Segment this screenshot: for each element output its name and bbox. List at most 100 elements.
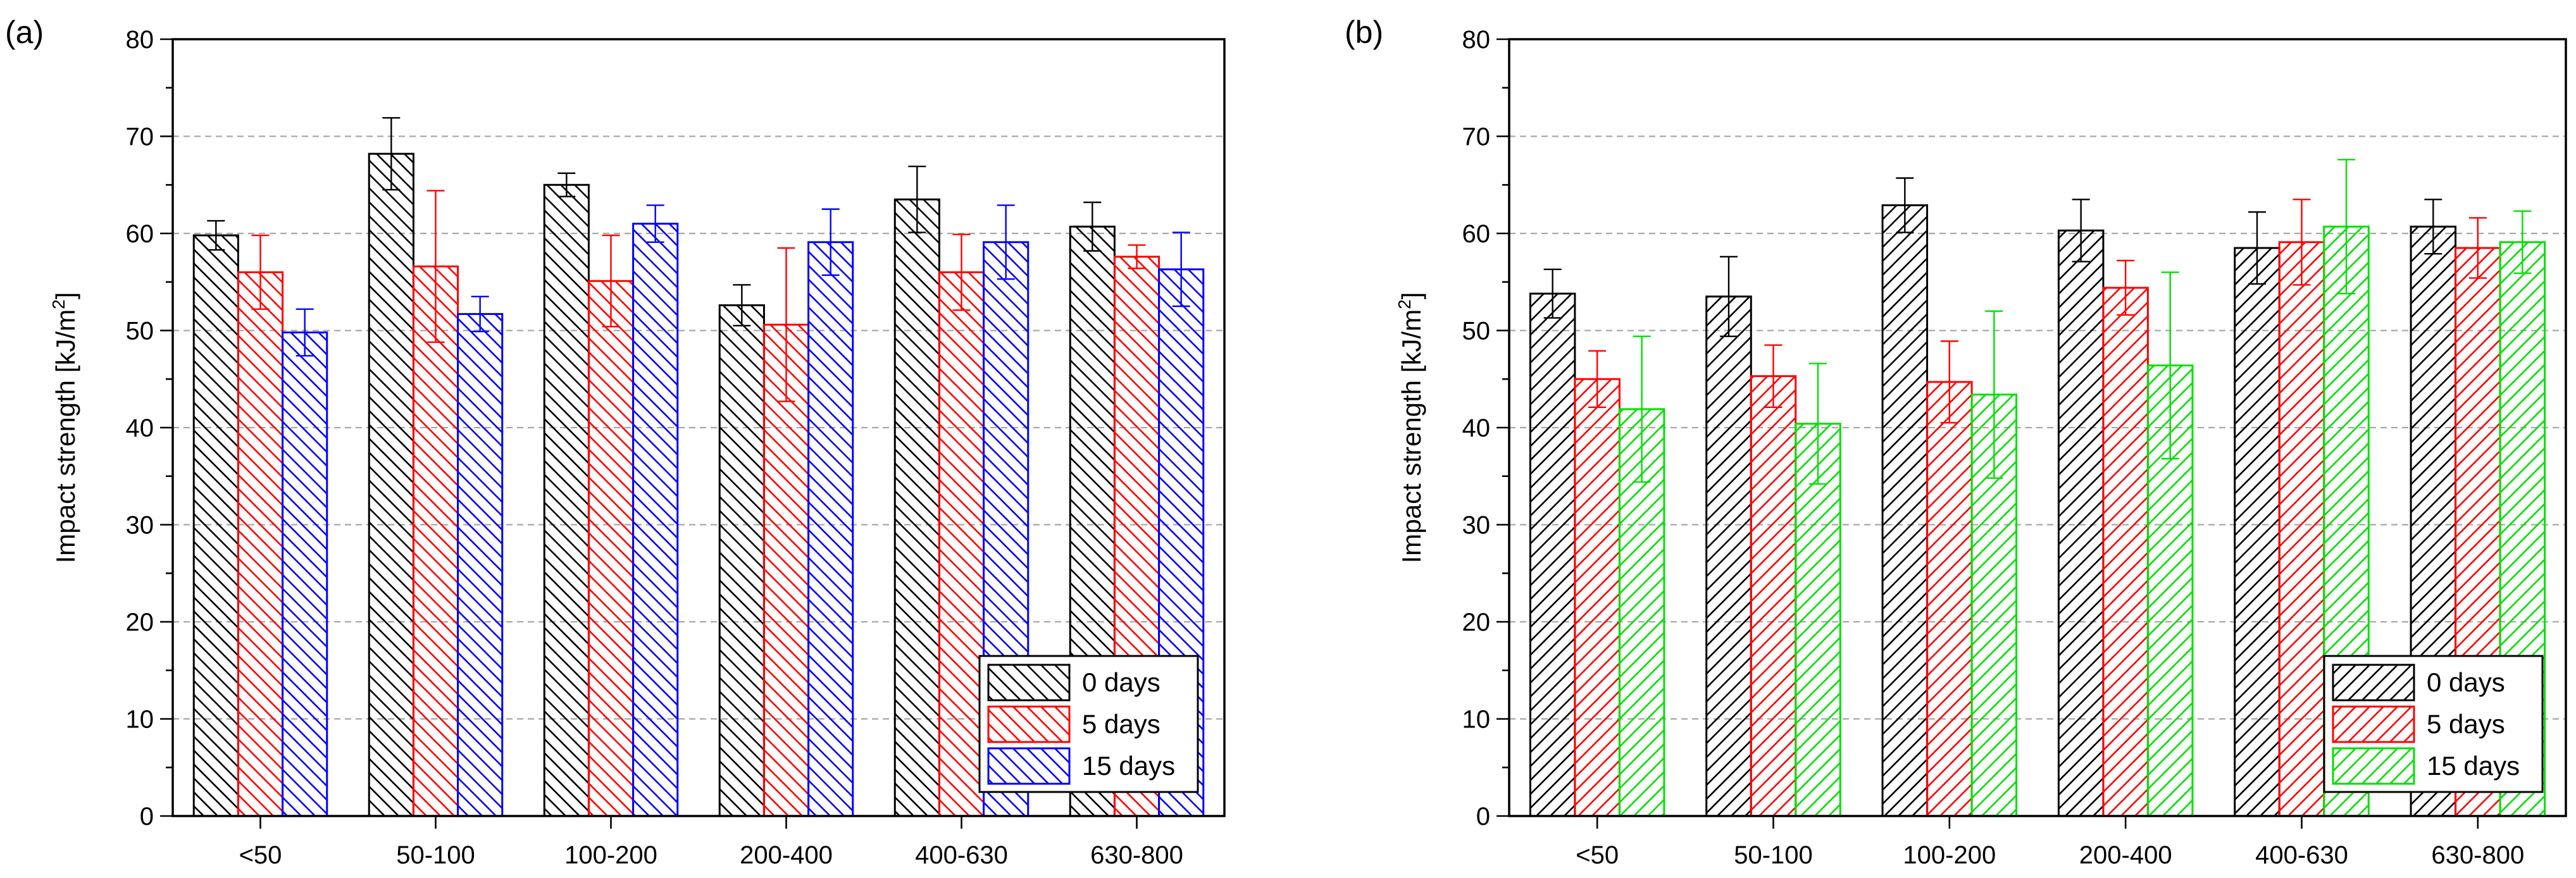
y-tick-label: 30 bbox=[1462, 512, 1491, 540]
error-bar-100-200-0-days bbox=[557, 172, 576, 197]
y-axis-title-close: ] bbox=[1397, 292, 1426, 300]
bar-400-630-0-days bbox=[893, 198, 940, 817]
legend-label-5-days: 5 days bbox=[2427, 709, 2505, 739]
bar-50-100-15-days bbox=[457, 312, 504, 817]
y-tick-label: 0 bbox=[1476, 803, 1490, 831]
bar-50-100-0-days bbox=[1705, 295, 1752, 817]
bar-400-630-0-days bbox=[2234, 247, 2280, 817]
x-tick-label-50-100: 50-100 bbox=[396, 841, 475, 869]
legend-label-0-days: 0 days bbox=[2427, 667, 2505, 697]
error-bar-630-800-0-days bbox=[1083, 201, 1102, 252]
bar-100-200-5-days bbox=[1926, 381, 1973, 817]
legend-swatch-0-days bbox=[987, 664, 1071, 702]
y-tick-label: 40 bbox=[1462, 414, 1491, 442]
x-tick-label-200-400: 200-400 bbox=[2079, 841, 2172, 869]
y-tick-label: 30 bbox=[126, 512, 154, 540]
bar-100-200-15-days bbox=[632, 223, 679, 817]
error-bar-50-100-15-days bbox=[1809, 362, 1827, 485]
error-bar-200-400-15-days bbox=[821, 208, 840, 276]
legend-label-15-days: 15 days bbox=[2427, 751, 2520, 781]
error-bar-400-630-5-days bbox=[2293, 199, 2311, 286]
error-bar-400-630-5-days bbox=[952, 233, 971, 311]
error-bar-100-200-5-days bbox=[602, 234, 620, 328]
legend-label-0-days: 0 days bbox=[1082, 667, 1160, 697]
error-bar-50-100-5-days bbox=[1764, 344, 1783, 408]
y-tick-label: 40 bbox=[126, 414, 154, 442]
bar-100-200-5-days bbox=[587, 280, 635, 817]
error-bar-100-200-15-days bbox=[1985, 310, 2003, 479]
x-tick-label-50-100: 50-100 bbox=[1734, 841, 1813, 869]
error-bar-630-800-5-days bbox=[1128, 244, 1146, 269]
legend-swatch-15-days bbox=[987, 747, 1071, 785]
legend-swatch-5-days bbox=[987, 705, 1071, 743]
y-axis-title-main: Impact strength [kJ/m bbox=[1397, 309, 1426, 563]
y-tick-label: 50 bbox=[1462, 318, 1491, 345]
error-bar-100-200-0-days bbox=[1896, 177, 1914, 233]
bar-50-5-days bbox=[237, 271, 284, 817]
y-tick-label: 80 bbox=[126, 26, 154, 54]
error-bar-50-5-days bbox=[1588, 350, 1607, 408]
y-axis-title: Impact strength [kJ/m2] bbox=[49, 292, 80, 564]
bar-400-630-5-days bbox=[2278, 241, 2325, 817]
y-tick-label: 50 bbox=[126, 318, 154, 345]
error-bar-50-0-days bbox=[1543, 268, 1562, 319]
bar-200-400-0-days bbox=[718, 304, 765, 817]
bar-50-100-5-days bbox=[412, 265, 459, 817]
error-bar-630-800-0-days bbox=[2424, 199, 2442, 255]
error-bar-200-400-15-days bbox=[2161, 271, 2179, 460]
y-axis-title-close: ] bbox=[51, 292, 80, 300]
panel-label-a: (a) bbox=[5, 15, 44, 50]
error-bar-200-400-0-days bbox=[2072, 199, 2090, 263]
chart-panel-a: 0 10 20 30 40 50 60 70 80 <50 50-100 100-200 200-400… bbox=[5, 15, 1226, 869]
y-tick-label: 70 bbox=[1462, 123, 1491, 151]
error-bar-200-400-5-days bbox=[2117, 259, 2135, 316]
x-tick-label-630-800: 630-800 bbox=[1090, 841, 1183, 869]
error-bar-400-630-0-days bbox=[908, 165, 926, 233]
error-bar-100-200-15-days bbox=[646, 204, 664, 244]
y-tick-label: 20 bbox=[1462, 609, 1491, 636]
bar-50-0-days bbox=[192, 234, 239, 817]
bar-50-100-0-days bbox=[368, 152, 414, 817]
y-tick-label: 80 bbox=[1462, 26, 1491, 54]
x-tick-label-200-400: 200-400 bbox=[740, 841, 833, 869]
bar-100-200-0-days bbox=[1881, 204, 1929, 817]
x-tick-label-630-800: 630-800 bbox=[2431, 841, 2524, 869]
error-bar-50-100-0-days bbox=[1719, 256, 1738, 337]
error-bar-630-800-15-days bbox=[1172, 232, 1190, 307]
bar-50-0-days bbox=[1529, 292, 1576, 817]
bar-200-400-0-days bbox=[2057, 229, 2105, 817]
bar-200-400-5-days bbox=[2102, 287, 2149, 817]
y-tick-label: 60 bbox=[1462, 220, 1491, 248]
panel-label-b: (b) bbox=[1345, 15, 1383, 50]
error-bar-400-630-0-days bbox=[2248, 211, 2266, 285]
y-tick-label: 0 bbox=[140, 803, 154, 831]
x-tick-label-50: <50 bbox=[1576, 841, 1619, 869]
error-bar-100-200-5-days bbox=[1940, 340, 1958, 424]
y-tick-label: 70 bbox=[126, 123, 154, 151]
bar-100-200-0-days bbox=[543, 183, 590, 817]
bar-50-15-days bbox=[282, 331, 328, 817]
x-tick-label-100-200: 100-200 bbox=[1903, 841, 1996, 869]
legend-swatch-15-days bbox=[2332, 747, 2415, 785]
legend-label-15-days: 15 days bbox=[1082, 751, 1175, 781]
y-axis-title-main: Impact strength [kJ/m bbox=[51, 309, 80, 563]
bar-50-100-5-days bbox=[1750, 375, 1797, 817]
x-tick-label-50: <50 bbox=[239, 841, 282, 869]
y-tick-label: 10 bbox=[126, 706, 154, 734]
error-bar-200-400-5-days bbox=[777, 247, 795, 402]
bar-200-400-15-days bbox=[807, 241, 854, 817]
error-bar-50-100-5-days bbox=[426, 190, 445, 343]
error-bar-400-630-15-days bbox=[997, 204, 1015, 280]
error-bar-630-800-5-days bbox=[2468, 217, 2487, 279]
error-bar-50-100-0-days bbox=[382, 117, 401, 191]
y-tick-label: 10 bbox=[1462, 706, 1491, 734]
legend-swatch-0-days bbox=[2332, 664, 2415, 702]
y-axis-title-superscript: 2 bbox=[49, 299, 68, 309]
error-bar-200-400-0-days bbox=[733, 284, 751, 327]
legend-label-5-days: 5 days bbox=[1082, 709, 1160, 739]
error-bar-50-100-15-days bbox=[471, 295, 489, 333]
bar-50-100-15-days bbox=[1795, 423, 1841, 817]
error-bar-50-5-days bbox=[251, 234, 270, 310]
x-tick-label-400-630: 400-630 bbox=[2255, 841, 2348, 869]
